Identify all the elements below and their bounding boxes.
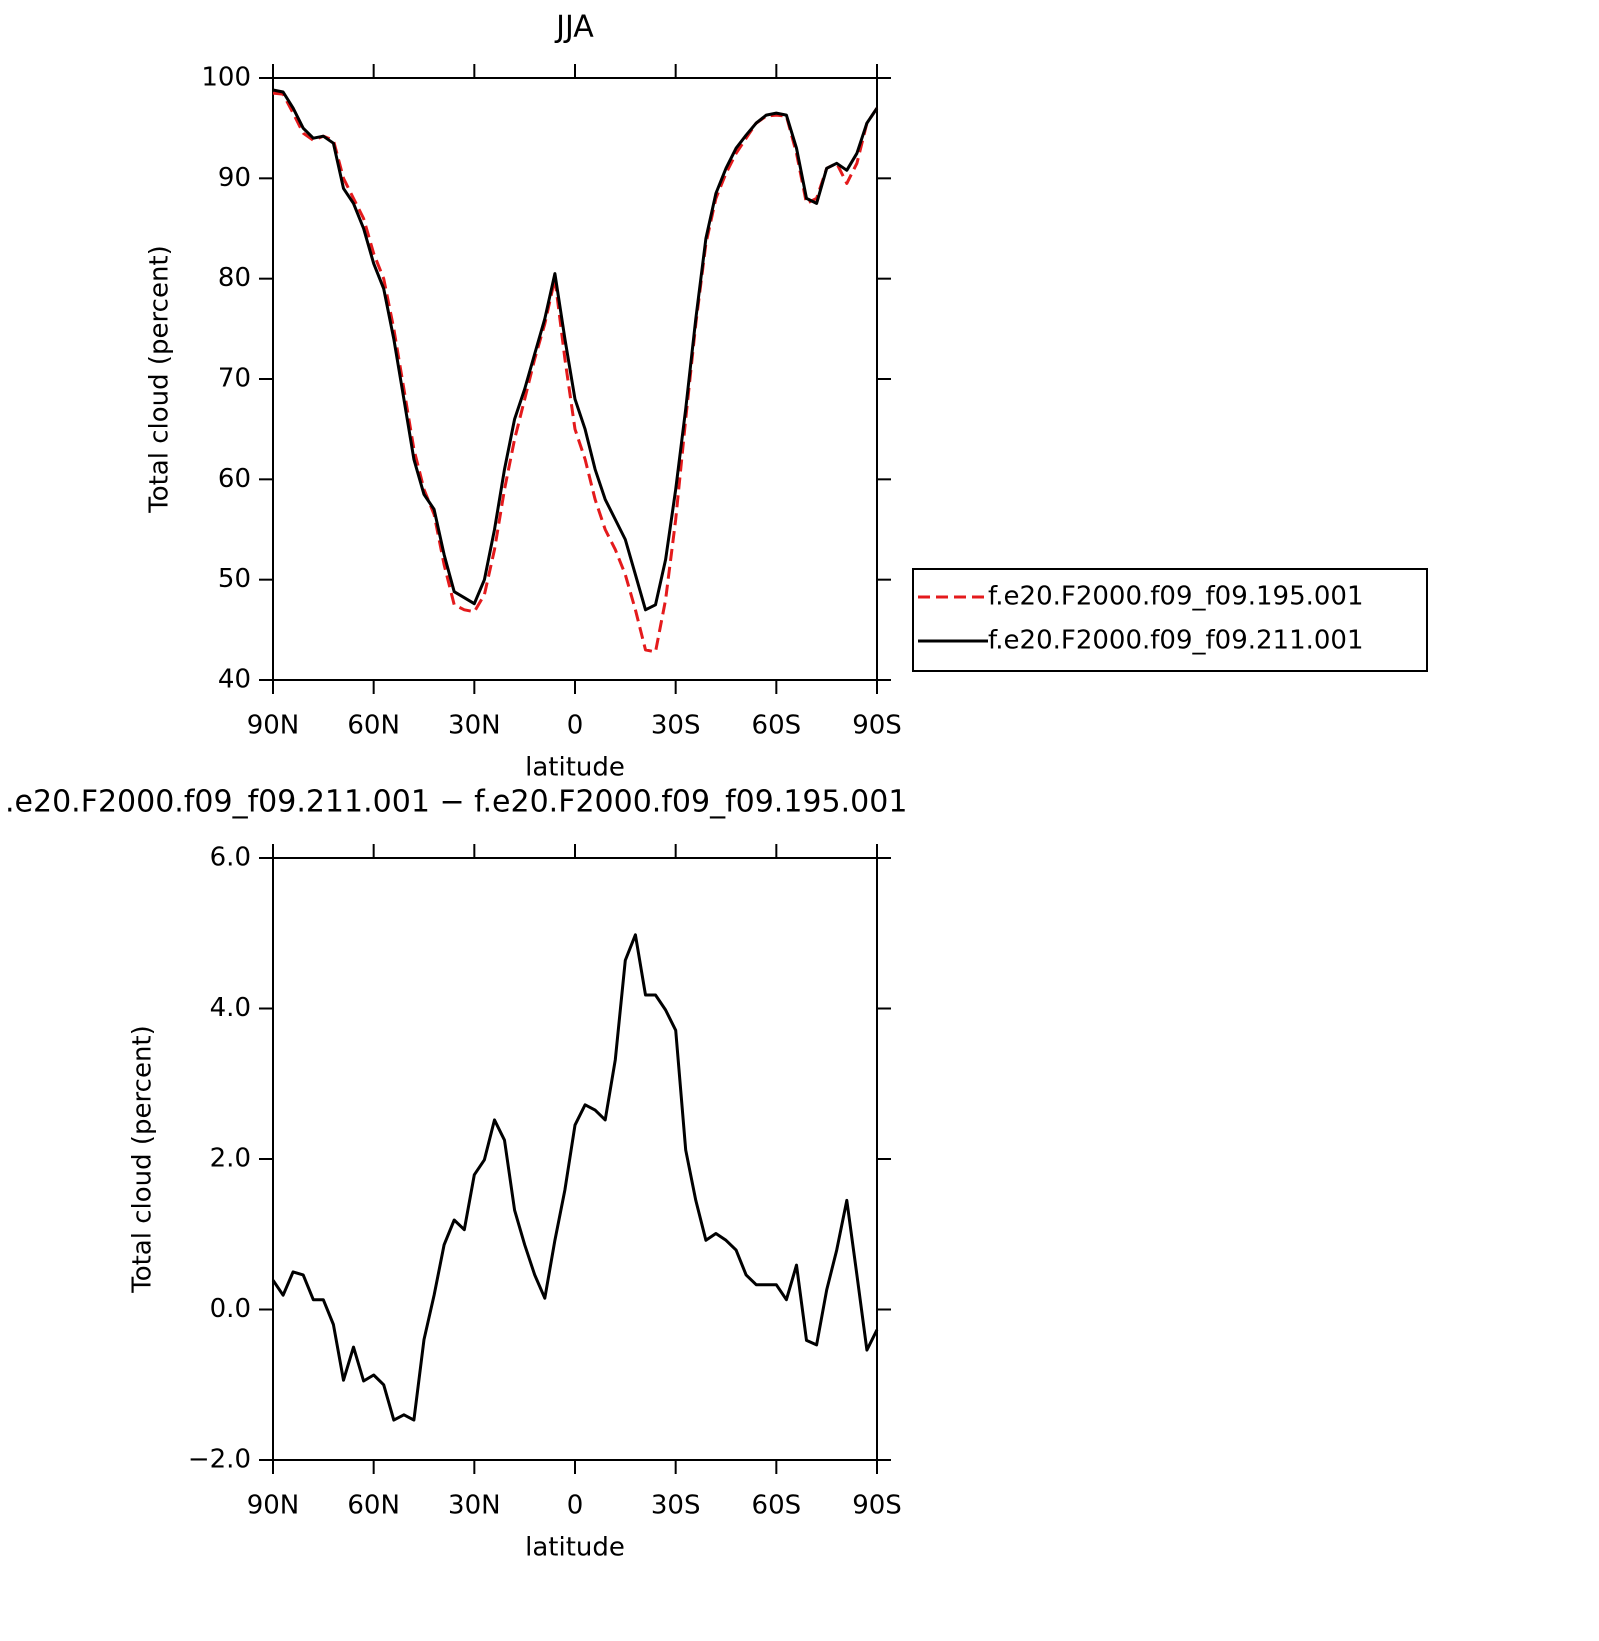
legend-label: f.e20.F2000.f09_f09.195.001 (988, 582, 1364, 612)
x-tick-label: 90S (852, 711, 902, 741)
data-line (272, 88, 879, 612)
y-tick-label: 70 (218, 364, 251, 394)
x-axis-label: latitude (525, 753, 625, 783)
chart-title: .e20.F2000.f09_f09.211.001 − f.e20.F2000… (5, 785, 907, 820)
y-tick-label: 4.0 (210, 993, 251, 1023)
data-line (272, 91, 879, 654)
x-tick-label: 90N (247, 711, 300, 741)
y-tick-label: 6.0 (210, 843, 251, 873)
chart-title: JJA (554, 10, 594, 45)
legend-label: f.e20.F2000.f09_f09.211.001 (988, 626, 1364, 656)
x-tick-label: 30N (448, 1491, 501, 1521)
x-tick-label: 30S (651, 711, 701, 741)
x-tick-label: 30N (448, 711, 501, 741)
data-line (271, 933, 879, 1422)
x-tick-label: 60S (752, 711, 802, 741)
y-axis-label: Total cloud (percent) (128, 1025, 158, 1294)
x-axis-label: latitude (525, 1533, 625, 1563)
x-tick-label: 60S (752, 1491, 802, 1521)
y-tick-label: 2.0 (210, 1144, 251, 1174)
y-tick-label: 60 (218, 464, 251, 494)
plot-frame (272, 77, 878, 681)
x-tick-label: 30S (651, 1491, 701, 1521)
y-tick-label: 40 (218, 665, 251, 695)
x-tick-label: 0 (567, 711, 584, 741)
legend-box (912, 568, 1428, 672)
y-axis-label: Total cloud (percent) (145, 245, 175, 514)
y-tick-label: 80 (218, 263, 251, 293)
plot-frame (272, 857, 878, 1461)
x-tick-label: 90S (852, 1491, 902, 1521)
y-tick-label: 90 (218, 163, 251, 193)
x-tick-label: 90N (247, 1491, 300, 1521)
x-tick-label: 60N (347, 1491, 400, 1521)
y-tick-label: 0.0 (210, 1294, 251, 1324)
y-tick-label: −2.0 (188, 1445, 251, 1475)
x-tick-label: 60N (347, 711, 400, 741)
y-tick-label: 50 (218, 564, 251, 594)
y-tick-label: 100 (201, 63, 251, 93)
x-tick-label: 0 (567, 1491, 584, 1521)
